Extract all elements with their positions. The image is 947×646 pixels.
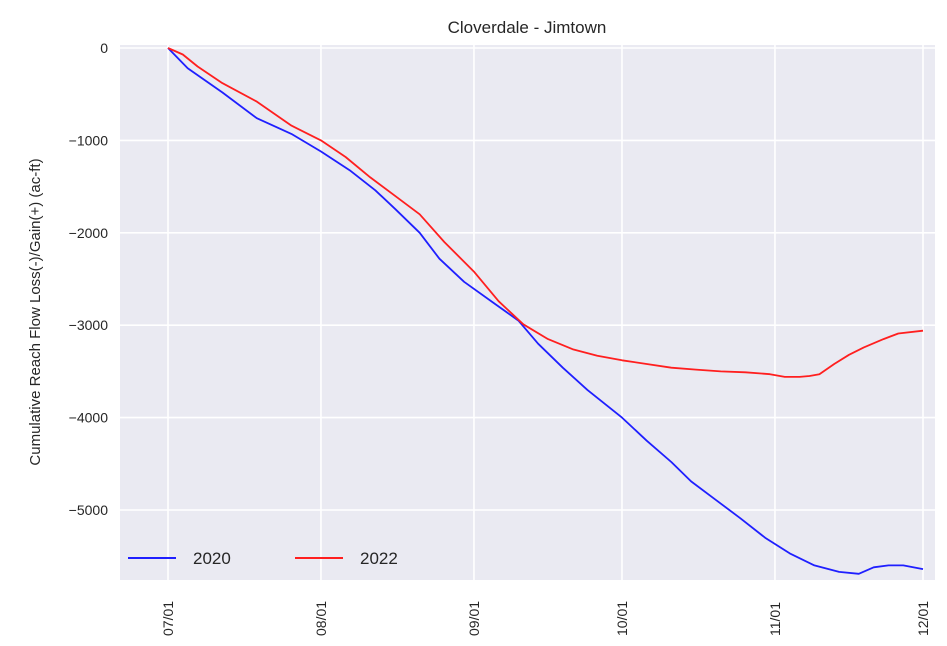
- y-tick-labels: 0 −1000 −2000 −3000 −4000 −5000: [69, 40, 109, 518]
- chart-title: Cloverdale - Jimtown: [448, 18, 607, 37]
- y-tick-label: −4000: [69, 410, 109, 426]
- legend: 2020 2022: [128, 549, 398, 568]
- series-lines: [167, 47, 924, 575]
- series-line-2020: [167, 47, 924, 575]
- x-tick-label: 12/01: [915, 601, 931, 636]
- y-tick-label: −5000: [69, 502, 109, 518]
- legend-label-2020: 2020: [193, 549, 231, 568]
- y-tick-label: −2000: [69, 225, 109, 241]
- legend-label-2022: 2022: [360, 549, 398, 568]
- x-tick-label: 09/01: [466, 601, 482, 636]
- series-line-2022: [167, 47, 924, 378]
- y-tick-label: −3000: [69, 317, 109, 333]
- x-tick-label: 10/01: [614, 601, 630, 636]
- x-tick-label: 08/01: [313, 601, 329, 636]
- y-tick-label: −1000: [69, 132, 109, 148]
- x-tick-label: 07/01: [160, 601, 176, 636]
- x-tick-labels: 07/01 08/01 09/01 10/01 11/01 12/01: [160, 601, 931, 636]
- x-tick-label: 11/01: [767, 602, 783, 636]
- plot-background: [120, 45, 935, 580]
- y-tick-label: 0: [100, 40, 108, 56]
- y-axis-label: Cumulative Reach Flow Loss(-)/Gain(+) (a…: [27, 158, 44, 465]
- grid-lines: [120, 45, 935, 580]
